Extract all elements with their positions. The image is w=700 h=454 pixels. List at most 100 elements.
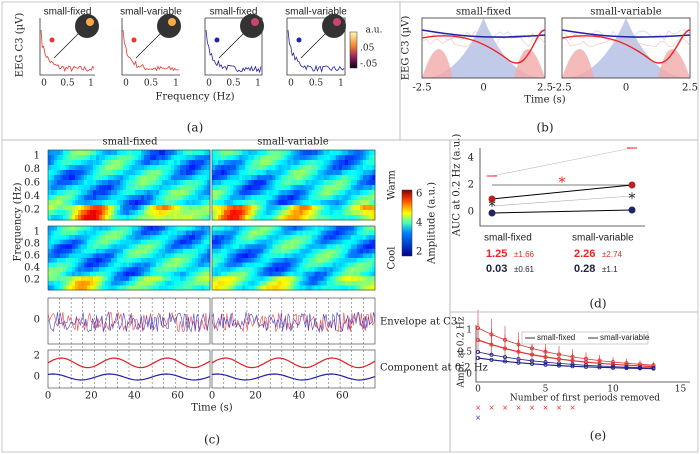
shape — [48, 205, 51, 210]
shape — [99, 155, 102, 160]
shape — [114, 195, 117, 200]
shape — [48, 235, 51, 240]
shape — [263, 240, 266, 245]
shape — [248, 276, 251, 281]
shape — [108, 272, 111, 277]
shape — [290, 258, 293, 263]
shape — [186, 170, 189, 175]
shape — [144, 226, 147, 231]
shape — [251, 267, 254, 272]
shape — [180, 205, 183, 210]
shape — [90, 281, 93, 286]
shape — [123, 190, 126, 195]
shape — [192, 240, 195, 245]
x-tick-label: 1 — [338, 79, 344, 89]
shape — [54, 231, 57, 236]
shape — [336, 240, 339, 245]
x-tick-label: 0 — [206, 79, 212, 89]
group-name: small-variable — [572, 233, 634, 244]
shape — [153, 150, 156, 155]
x-tick-label: 15 — [675, 385, 687, 395]
shape — [162, 190, 165, 195]
shape — [81, 170, 84, 175]
shape — [60, 190, 63, 195]
shape — [87, 210, 90, 215]
shape — [201, 281, 204, 286]
shape — [129, 165, 132, 170]
shape — [114, 281, 117, 286]
shape — [254, 175, 257, 180]
shape — [366, 180, 369, 185]
shape — [221, 263, 224, 268]
shape — [330, 205, 333, 210]
shape — [93, 244, 96, 249]
shape — [257, 155, 260, 160]
shape — [297, 155, 300, 160]
shape — [303, 244, 306, 249]
shape — [162, 276, 165, 281]
shape — [254, 185, 257, 190]
shape — [318, 281, 321, 286]
shape — [263, 253, 266, 258]
shape — [242, 226, 245, 231]
shape — [54, 276, 57, 281]
shape — [141, 150, 144, 155]
shape — [102, 281, 105, 286]
shape — [287, 244, 290, 249]
shape — [318, 276, 321, 281]
shape — [186, 285, 189, 290]
shape — [260, 244, 263, 249]
shape — [269, 175, 272, 180]
shape — [233, 155, 236, 160]
shape — [218, 249, 221, 254]
shape — [150, 244, 153, 249]
shape — [138, 272, 141, 277]
shape — [117, 160, 120, 165]
shape — [105, 205, 108, 210]
shape — [192, 195, 195, 200]
shape — [156, 195, 159, 200]
shape — [257, 170, 260, 175]
shape — [69, 215, 72, 220]
shape — [138, 253, 141, 258]
shape — [132, 160, 135, 165]
shape — [366, 235, 369, 240]
shape — [354, 215, 357, 220]
shape — [144, 205, 147, 210]
shape — [272, 258, 275, 263]
shape — [236, 240, 239, 245]
shape — [138, 235, 141, 240]
shape — [153, 258, 156, 263]
shape — [159, 175, 162, 180]
shape — [201, 150, 204, 155]
shape — [87, 272, 90, 277]
shape — [87, 155, 90, 160]
shape — [204, 258, 207, 263]
shape — [290, 272, 293, 277]
shape — [189, 160, 192, 165]
shape — [248, 215, 251, 220]
shape — [90, 185, 93, 190]
shape — [224, 180, 227, 185]
shape — [336, 175, 339, 180]
shape — [306, 185, 309, 190]
shape — [321, 205, 324, 210]
shape — [87, 240, 90, 245]
shape — [48, 175, 51, 180]
shape — [348, 195, 351, 200]
shape — [162, 160, 165, 165]
shape — [327, 272, 330, 277]
shape — [263, 210, 266, 215]
shape — [275, 175, 278, 180]
shape — [66, 165, 69, 170]
shape — [144, 285, 147, 290]
shape — [275, 281, 278, 286]
shape — [300, 170, 303, 175]
shape — [198, 285, 201, 290]
shape — [297, 276, 300, 281]
shape — [168, 215, 171, 220]
shape — [342, 190, 345, 195]
shape — [183, 244, 186, 249]
shape — [165, 150, 168, 155]
shape — [189, 231, 192, 236]
